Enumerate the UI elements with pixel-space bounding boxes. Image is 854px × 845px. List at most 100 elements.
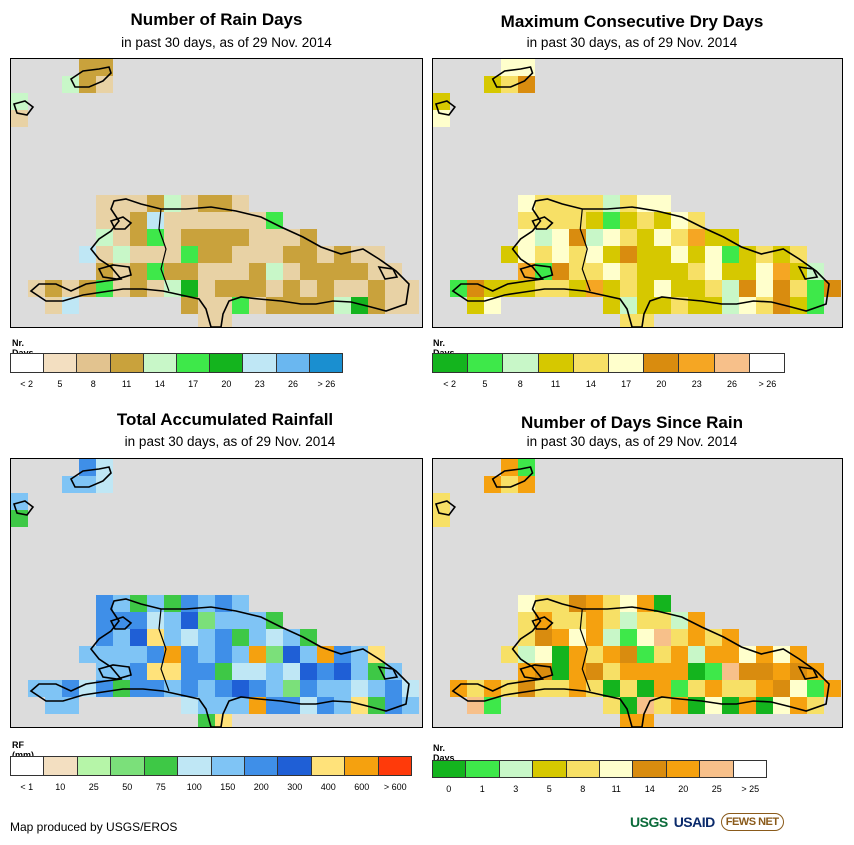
- grid-cell: [249, 663, 266, 680]
- grid-cell: [518, 195, 535, 212]
- grid-cell: [637, 280, 654, 297]
- grid-cell: [130, 246, 147, 263]
- grid-cell: [756, 280, 773, 297]
- grid-cell: [300, 646, 317, 663]
- grid-cell: [501, 246, 518, 263]
- grid-cell: [620, 646, 637, 663]
- grid-cell: [518, 646, 535, 663]
- grid-cell: [198, 212, 215, 229]
- grid-cell: [96, 612, 113, 629]
- grid-cell: [790, 697, 807, 714]
- grid-cell: [433, 110, 450, 127]
- grid-cell: [552, 263, 569, 280]
- grid-cell: [637, 263, 654, 280]
- panel-title: Total Accumulated Rainfall: [116, 410, 334, 429]
- logo-strip: USGS USAID FEWS NET: [630, 808, 850, 836]
- grid-cell: [552, 629, 569, 646]
- legend-swatch: [700, 761, 734, 777]
- legend-swatch: [111, 757, 145, 775]
- grid-cell: [249, 263, 266, 280]
- grid-cell: [705, 246, 722, 263]
- legend-bar: [432, 760, 767, 778]
- islet-outline: [519, 664, 554, 680]
- legend-labels: < 1 10 25 50 75 100 150 200 300 400 600 > 600: [10, 782, 412, 794]
- grid-cell: [535, 612, 552, 629]
- grid-cell: [368, 280, 385, 297]
- legend-swatch: [143, 354, 178, 372]
- legend-label: < 2: [20, 379, 34, 389]
- grid-cell: [300, 280, 317, 297]
- grid-cell: [773, 646, 790, 663]
- grid-cell: [181, 663, 198, 680]
- grid-cell: [215, 297, 232, 314]
- grid-cell: [518, 263, 535, 280]
- grid-cell: [484, 280, 501, 297]
- legend-label: 26: [727, 379, 738, 389]
- grid-cell: [603, 629, 620, 646]
- panel-subtitle: in past 30 days, as of 29 Nov. 2014: [526, 35, 738, 50]
- grid-cell: [739, 680, 756, 697]
- grid-cell: [232, 697, 249, 714]
- legend-swatch: [244, 757, 279, 775]
- grid-cell: [147, 595, 164, 612]
- fewsnet-logo: FEWS NET: [720, 813, 784, 831]
- grid-cell: [739, 697, 756, 714]
- grid-cell: [637, 612, 654, 629]
- panel-title: Number of Rain Days: [130, 10, 303, 29]
- island-outline: [451, 598, 830, 727]
- legend-label: < 2: [443, 379, 457, 389]
- legend-swatch: [433, 761, 467, 777]
- grid-cell: [334, 680, 351, 697]
- legend-label: > 26: [317, 379, 336, 389]
- grid-cell: [569, 212, 586, 229]
- grid-cell: [266, 646, 283, 663]
- grid-cell: [620, 229, 637, 246]
- grid-cell: [368, 297, 385, 314]
- legend-label: 3: [513, 784, 519, 794]
- grid-cell: [603, 680, 620, 697]
- grid-cell: [671, 680, 688, 697]
- grid-cell: [603, 297, 620, 314]
- grid-cell: [535, 212, 552, 229]
- grid-cell: [688, 229, 705, 246]
- grid-cell: [232, 280, 249, 297]
- grid-cell: [249, 697, 266, 714]
- grid-cell: [181, 646, 198, 663]
- grid-cell: [654, 280, 671, 297]
- grid-cell: [79, 76, 96, 93]
- legend-swatch: [468, 354, 504, 372]
- grid-cell: [198, 714, 215, 727]
- grid-cell: [603, 697, 620, 714]
- grid-cell: [215, 229, 232, 246]
- grid-cell: [181, 246, 198, 263]
- grid-cell: [249, 612, 266, 629]
- grid-cell: [96, 263, 113, 280]
- grid-cell: [130, 263, 147, 280]
- grid-cell: [232, 595, 249, 612]
- grid-cell: [535, 246, 552, 263]
- grid-cell: [266, 212, 283, 229]
- grid-cell: [164, 212, 181, 229]
- grid-cell: [722, 680, 739, 697]
- grid-cell: [164, 595, 181, 612]
- grid-cell: [198, 595, 215, 612]
- grid-cell: [773, 263, 790, 280]
- grid-cell: [249, 280, 266, 297]
- legend-label: > 25: [741, 784, 760, 794]
- grid-cell: [232, 663, 249, 680]
- legend-label: 20: [221, 379, 232, 389]
- legend-label: > 26: [758, 379, 777, 389]
- legend-label: 1: [479, 784, 485, 794]
- grid-cell: [181, 697, 198, 714]
- grid-cell: [113, 246, 130, 263]
- grid-cell: [181, 263, 198, 280]
- grid-cell: [603, 280, 620, 297]
- grid-cell: [334, 697, 351, 714]
- grid-cell: [249, 680, 266, 697]
- grid-cell: [215, 714, 232, 727]
- grid-cell: [705, 646, 722, 663]
- grid-cell: [620, 663, 637, 680]
- grid-cell: [215, 629, 232, 646]
- grid-cell: [620, 246, 637, 263]
- grid-cell: [283, 246, 300, 263]
